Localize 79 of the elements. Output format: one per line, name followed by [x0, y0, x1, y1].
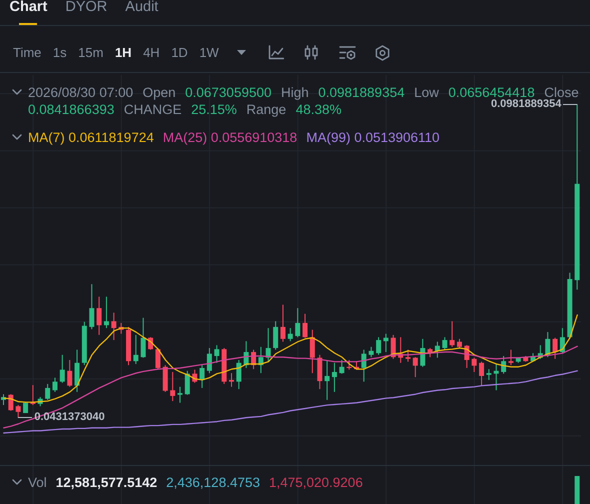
candlestick [184, 370, 190, 396]
annotation: 48.38% [296, 102, 342, 117]
candlestick [288, 328, 293, 342]
text: Audit [125, 0, 158, 15]
candlestick [310, 329, 315, 374]
candlestick [368, 346, 374, 358]
candlestick [52, 377, 58, 392]
annotation: 12,581,577.5142 [56, 475, 158, 490]
candlestick [501, 356, 506, 374]
candlestick [200, 364, 205, 388]
candlestick [67, 360, 72, 388]
candlestick [104, 296, 109, 329]
candlestick [236, 360, 242, 390]
text: 0.0981889354 [318, 85, 405, 100]
candlestick [317, 354, 322, 390]
annotation: 2,436,128.4753 [166, 475, 260, 490]
candlestick [89, 284, 94, 330]
candlestick [486, 368, 492, 380]
candlestick [295, 308, 300, 338]
annotation: 0.0841866393 [28, 102, 114, 117]
candlestick [456, 338, 462, 349]
text: Open [142, 85, 176, 100]
candlestick [74, 349, 80, 392]
candlestick [155, 348, 160, 370]
candlestick [508, 349, 514, 366]
annotation: Vol [28, 475, 47, 490]
candlestick [133, 334, 138, 364]
candlestick [162, 364, 168, 392]
candlestick [206, 348, 212, 374]
annotation: 0.0981889354 [490, 98, 562, 110]
text: Low [414, 85, 439, 100]
candlestick [339, 360, 344, 374]
text: Time [13, 45, 42, 60]
text: DYOR [65, 0, 108, 15]
candlestick [178, 386, 183, 404]
text: 0.0656454418 [448, 85, 535, 100]
text: 4H [143, 45, 160, 60]
candlestick [140, 317, 146, 358]
candlestick [434, 341, 440, 358]
annotation: 1,475,020.9206 [268, 475, 363, 490]
candlestick [302, 313, 308, 338]
candlestick [412, 356, 418, 378]
candlestick [361, 349, 366, 382]
candlestick [376, 336, 382, 356]
candlestick [111, 312, 116, 341]
text: MA(99) 0.0513906110 [306, 130, 440, 145]
annotation: Range [246, 102, 286, 117]
text: Chart [10, 0, 48, 15]
candlestick [280, 304, 286, 342]
candlestick [450, 320, 455, 348]
text: 1D [171, 45, 188, 60]
candlestick [472, 357, 477, 372]
text: MA(7) 0.0611819724 [28, 130, 154, 145]
candlestick [273, 320, 278, 350]
annotation: 0.0431373040 [34, 411, 105, 424]
annotation: CHANGE [124, 102, 182, 117]
candlestick [96, 296, 102, 336]
candlestick [545, 332, 550, 358]
text: 1W [199, 45, 219, 60]
candlestick [405, 349, 410, 362]
candlestick [170, 371, 176, 402]
text: 0.0673059500 [185, 85, 272, 100]
text: High [280, 85, 309, 100]
text: 2026/08/30 07:00 [28, 85, 134, 100]
candlestick [479, 361, 484, 386]
text: 1H [114, 45, 132, 60]
text: Close [544, 85, 579, 100]
annotation: 25.15% [191, 102, 237, 117]
candlestick [16, 404, 21, 418]
candlestick [552, 337, 558, 360]
candlestick [45, 383, 50, 400]
candlestick [332, 362, 337, 392]
candlestick [60, 354, 65, 384]
text: 15m [78, 45, 104, 60]
candlestick [442, 336, 448, 350]
candlestick [214, 344, 220, 364]
text: MA(25) 0.0556910318 [162, 130, 298, 145]
candlestick [324, 360, 330, 400]
text: 1s [52, 45, 67, 60]
